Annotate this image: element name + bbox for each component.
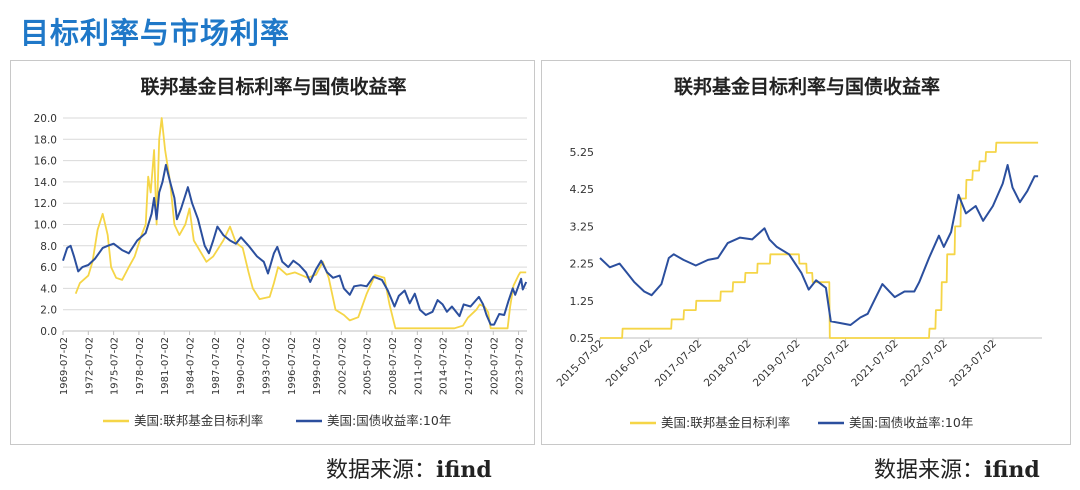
- legend-label: 美国:联邦基金目标利率: [134, 413, 263, 428]
- chart-right: 联邦基金目标利率与国债收益率5.254.253.252.251.250.2520…: [554, 75, 1042, 430]
- page-title: 目标利率与市场利率: [20, 16, 291, 50]
- x-tick-label: 2011-07-02: [413, 337, 424, 395]
- y-tick-label: 12.0: [34, 198, 57, 210]
- x-tick-label: 2017-07-02: [464, 337, 475, 395]
- x-tick-label: 1978-07-02: [135, 337, 146, 395]
- x-tick-label: 2021-07-02: [849, 338, 901, 390]
- x-tick-label: 1999-07-02: [312, 337, 323, 395]
- x-tick-label: 2020-07-02: [800, 338, 852, 390]
- x-tick-label: 2018-07-02: [702, 338, 754, 390]
- x-tick-label: 1969-07-02: [59, 337, 70, 395]
- y-tick-label: 2.0: [40, 305, 57, 317]
- x-tick-label: 2023-07-02: [947, 338, 999, 390]
- x-tick-label: 1984-07-02: [186, 337, 197, 395]
- y-tick-label: 16.0: [34, 156, 57, 168]
- series-line: [600, 141, 1039, 339]
- source-note-left: 数据来源：ifind: [326, 452, 492, 484]
- chart-panel-left: 联邦基金目标利率与国债收益率 20.0 18.0 16.0 14.0 12.0 10.0 8.…: [10, 60, 535, 445]
- y-tick-label: 3.25: [570, 220, 595, 233]
- x-tick-label: 1975-07-02: [110, 337, 121, 395]
- legend-label: 美国:国债收益率:10年: [327, 413, 451, 428]
- y-tick-label: 4.0: [40, 283, 57, 295]
- y-tick-label: 20.0: [34, 113, 57, 125]
- x-tick-label: 2016-07-02: [604, 338, 656, 390]
- x-tick-label: 1996-07-02: [287, 337, 298, 395]
- x-tick-label: 2005-07-02: [363, 337, 374, 395]
- x-tick-label: 2008-07-02: [388, 337, 399, 395]
- series-line: [62, 163, 528, 326]
- chart-title: 联邦基金目标利率与国债收益率: [674, 75, 940, 98]
- source-label: 数据来源：: [874, 458, 985, 483]
- y-tick-label: 5.25: [570, 146, 595, 159]
- x-tick-label: 1990-07-02: [236, 337, 247, 395]
- legend-label: 美国:国债收益率:10年: [849, 415, 973, 430]
- y-tick-label: 4.25: [570, 183, 595, 196]
- y-tick-label: 0.25: [570, 332, 595, 345]
- source-label: 数据来源：: [326, 458, 437, 483]
- x-tick-label: 1993-07-02: [261, 337, 272, 395]
- x-tick-label: 2019-07-02: [751, 338, 803, 390]
- x-tick-label: 1972-07-02: [84, 337, 95, 395]
- x-tick-label: 1981-07-02: [160, 337, 171, 395]
- source-value: ifind: [436, 457, 492, 483]
- y-tick-label: 8.0: [40, 241, 57, 253]
- y-tick-label: 10.0: [34, 220, 57, 232]
- source-note-right: 数据来源：ifind: [874, 452, 1040, 484]
- x-tick-label: 2014-07-02: [439, 337, 450, 395]
- x-tick-label: 1987-07-02: [211, 337, 222, 395]
- chart-left: 联邦基金目标利率与国债收益率 20.0 18.0 16.0 14.0 12.0 10.0 8.…: [34, 75, 528, 428]
- y-tick-label: 2.25: [570, 258, 595, 271]
- series-line: [599, 164, 1039, 326]
- x-tick-label: 2020-07-02: [489, 337, 500, 395]
- chart-title: 联邦基金目标利率与国债收益率: [140, 75, 406, 98]
- y-tick-label: 0.0: [40, 326, 57, 338]
- x-tick-label: 2023-07-02: [515, 337, 526, 395]
- y-tick-label: 14.0: [34, 177, 57, 189]
- y-tick-label: 1.25: [570, 295, 595, 308]
- x-tick-label: 2015-07-02: [554, 338, 606, 390]
- chart-panel-right: 联邦基金目标利率与国债收益率 5.25 4.25 3.25 2.25 1.25 0.25 20…: [541, 60, 1071, 445]
- x-tick-label: 2022-07-02: [898, 338, 950, 390]
- y-tick-label: 6.0: [40, 262, 57, 274]
- legend-label: 美国:联邦基金目标利率: [661, 415, 790, 430]
- x-tick-label: 2017-07-02: [653, 338, 705, 390]
- x-tick-label: 2002-07-02: [337, 337, 348, 395]
- series-line: [74, 117, 527, 330]
- source-value: ifind: [984, 457, 1040, 483]
- y-tick-label: 18.0: [34, 134, 57, 146]
